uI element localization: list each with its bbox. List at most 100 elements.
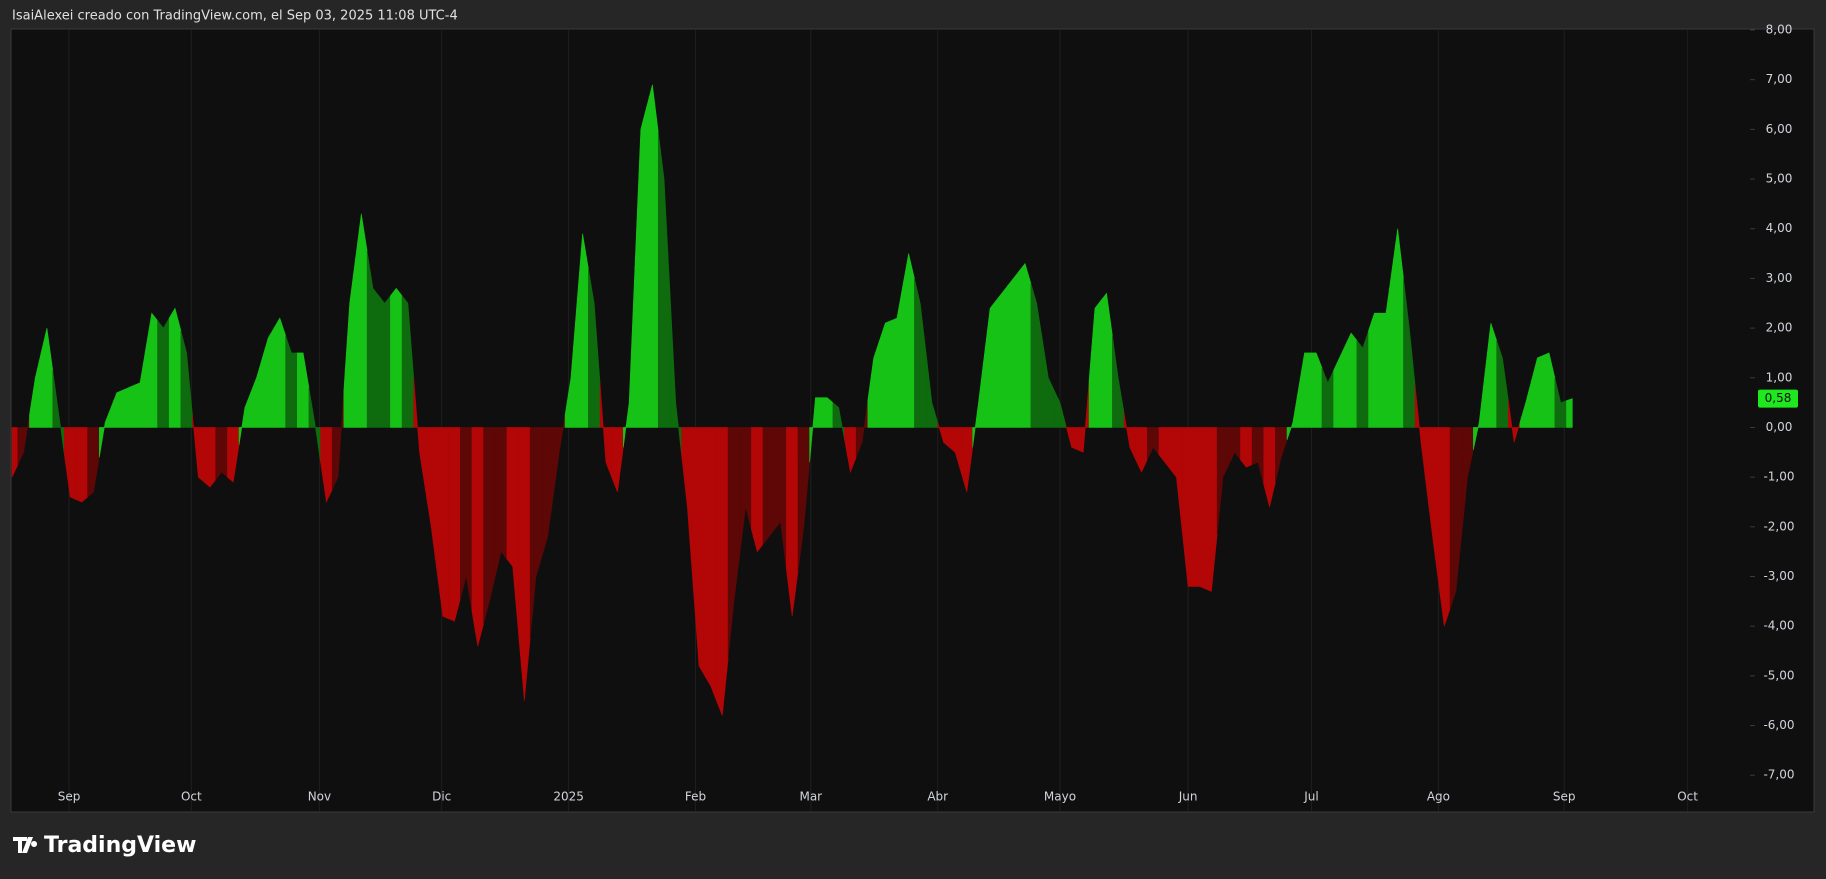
area-segment xyxy=(949,427,962,473)
area-segment xyxy=(133,347,147,428)
area-segment xyxy=(972,355,985,448)
y-tick-label: -4,00 xyxy=(1763,619,1794,633)
area-segment xyxy=(1228,427,1241,465)
area-segment xyxy=(483,427,496,624)
x-tick-label: Sep xyxy=(58,790,81,804)
area-segment xyxy=(914,278,927,428)
area-segment xyxy=(1519,380,1532,428)
area-segment xyxy=(1286,387,1299,440)
area-segment xyxy=(343,258,356,428)
area-segment xyxy=(250,357,263,428)
y-tick-label: 0,00 xyxy=(1766,420,1793,434)
y-tick-label: 6,00 xyxy=(1766,122,1793,136)
area-segment xyxy=(960,427,973,493)
area-segment xyxy=(1438,427,1451,627)
y-tick-label: 7,00 xyxy=(1766,72,1793,86)
x-tick-label: Jul xyxy=(1303,790,1318,804)
area-segment xyxy=(425,427,438,572)
area-segment xyxy=(809,397,822,463)
area-segment xyxy=(1251,427,1265,485)
area-segment xyxy=(1298,352,1311,428)
area-segment xyxy=(553,414,566,495)
area-segment xyxy=(541,427,554,557)
area-segment xyxy=(1170,427,1183,532)
area-segment xyxy=(390,287,403,428)
x-tick-label: Ago xyxy=(1427,790,1450,804)
area-segment xyxy=(1333,345,1346,428)
area-segment xyxy=(1379,270,1393,428)
y-tick-label: 3,00 xyxy=(1766,271,1793,285)
area-segment xyxy=(1310,352,1323,428)
area-segment xyxy=(1135,427,1148,473)
area-segment xyxy=(401,294,415,428)
area-segment xyxy=(1403,278,1416,428)
area-segment xyxy=(1042,340,1055,428)
area-segment xyxy=(820,397,834,428)
area-segment xyxy=(774,427,787,570)
y-tick-label: -7,00 xyxy=(1763,768,1794,782)
area-segment xyxy=(471,427,484,647)
area-segment xyxy=(925,352,939,428)
area-segment xyxy=(378,294,391,428)
area-segment xyxy=(1030,283,1043,428)
y-tick-label: 5,00 xyxy=(1766,172,1793,186)
area-segment xyxy=(64,427,77,500)
area-segment xyxy=(1461,427,1474,535)
area-segment xyxy=(494,427,508,577)
area-segment xyxy=(983,299,997,428)
area-segment xyxy=(1100,292,1113,428)
area-segment xyxy=(1065,424,1078,451)
area-segment xyxy=(168,307,182,428)
area-segment xyxy=(1158,427,1171,471)
area-segment xyxy=(832,401,845,440)
y-tick-label: 8,00 xyxy=(1766,22,1793,36)
area-segment xyxy=(1112,335,1125,428)
last-value-label: 0,58 xyxy=(1765,391,1792,405)
plot-layer: Sep Oct Nov Dic 2025 Feb Mar Abr Mayo Jun Jul Ago Se… xyxy=(11,22,1798,811)
area-segment xyxy=(1216,427,1230,535)
area-segment xyxy=(797,427,810,572)
area-segment xyxy=(657,131,671,428)
last-value-box xyxy=(1758,389,1798,408)
x-tick-label: 2025 xyxy=(553,790,584,804)
area-segment xyxy=(40,328,54,428)
area-segment xyxy=(227,427,240,483)
y-tick-label: 4,00 xyxy=(1766,221,1793,235)
area-segment xyxy=(1484,323,1497,428)
area-segment xyxy=(1240,427,1253,468)
area-segment xyxy=(844,427,857,474)
area-segment xyxy=(180,330,193,428)
area-segment xyxy=(99,407,112,458)
area-segment xyxy=(867,340,880,428)
area-segment xyxy=(855,400,869,458)
area-segment xyxy=(611,427,624,493)
area-segment xyxy=(192,415,205,483)
logo: TradingView xyxy=(13,833,196,858)
area-segment xyxy=(1123,412,1136,460)
area-segment xyxy=(355,213,368,428)
area-segment xyxy=(460,427,473,612)
area-segment xyxy=(739,427,752,555)
area-segment xyxy=(1531,354,1544,428)
y-tick-label: -2,00 xyxy=(1763,519,1794,533)
area-segment xyxy=(366,251,380,428)
area-segment xyxy=(1426,427,1439,582)
area-segment xyxy=(1414,385,1428,490)
area-segment xyxy=(937,422,950,448)
x-tick-label: Jun xyxy=(1178,790,1198,804)
area-segment xyxy=(203,427,217,488)
area-segment xyxy=(29,352,42,428)
area-segment xyxy=(1542,352,1556,428)
y-tick-label: 1,00 xyxy=(1766,370,1793,384)
area-segment xyxy=(623,265,636,448)
area-segment xyxy=(308,387,321,463)
area-segment xyxy=(285,335,298,428)
area-segment xyxy=(1053,390,1067,428)
y-tick-label: 2,00 xyxy=(1766,321,1793,335)
area-segment xyxy=(1449,427,1463,609)
x-tick-label: Mayo xyxy=(1044,790,1076,804)
area-segment xyxy=(599,382,612,478)
area-segment xyxy=(157,317,170,428)
